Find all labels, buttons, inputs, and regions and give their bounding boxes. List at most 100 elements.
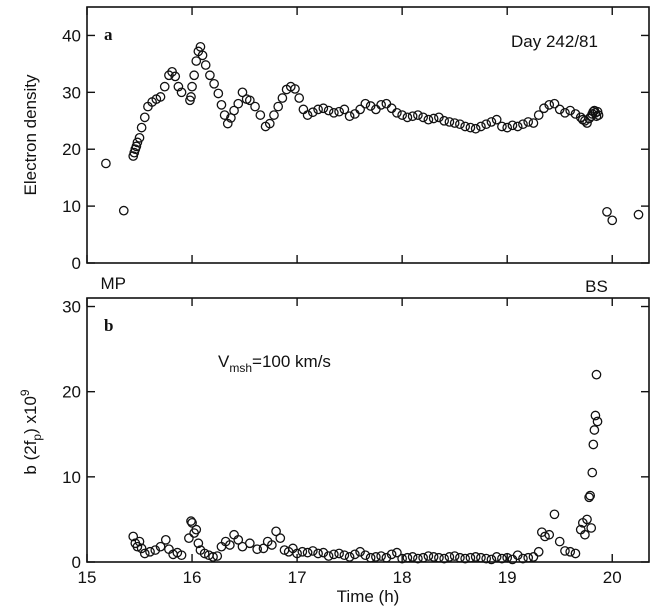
panel-a-data-point: [350, 109, 360, 119]
panel-b-data-point: [554, 536, 565, 547]
panel-a-data-point: [481, 119, 492, 130]
marker-bs-label: BS: [585, 277, 608, 296]
panel-a-data-point: [164, 70, 174, 81]
panel-a-data-point: [491, 114, 502, 125]
panel-b-data-point: [318, 547, 329, 558]
panel-a-data-point: [318, 103, 329, 114]
panel-a-data-point: [533, 110, 544, 120]
panel-b-data-point: [418, 552, 428, 563]
panel-a-data-point: [507, 120, 518, 131]
x-tick-label: 20: [603, 568, 622, 587]
panel-a-frame: [86, 6, 650, 264]
panel-b-data-point: [502, 552, 513, 563]
panel-b-data-point: [589, 425, 600, 435]
x-tick-label: 19: [498, 568, 517, 587]
panel-b-data-point: [444, 552, 455, 562]
panel-b-data-point: [128, 531, 139, 542]
panel-b-data-point: [132, 541, 143, 552]
panel-b-data-point: [360, 550, 371, 561]
panel-a-data-point: [512, 121, 523, 132]
panel-a-annotation: Day 242/81: [511, 32, 598, 51]
panel-b-data-point: [549, 509, 560, 520]
panel-b-data-point: [139, 548, 150, 559]
panel-b-data-point: [449, 551, 460, 561]
panel-a-data-point: [277, 93, 288, 103]
panel-a-data-point: [539, 103, 549, 114]
panel-b-y-tick-label: 10: [62, 468, 81, 487]
panel-b-data-point: [518, 553, 528, 564]
panel-a-points: [101, 41, 644, 226]
panel-a-data-point: [523, 117, 534, 127]
panel-a-data-point: [200, 60, 211, 70]
panel-a-data-point: [255, 110, 266, 120]
panel-a-data-point: [176, 87, 187, 98]
panel-a-data-point: [554, 104, 565, 115]
panel-a-data-point: [219, 110, 230, 120]
panel-a-data-point: [502, 122, 513, 133]
panel-b-data-point: [150, 545, 161, 555]
panel-b-data-point: [186, 516, 196, 526]
panel-a-data-point: [528, 118, 539, 128]
panel-a-data-point: [518, 119, 528, 130]
panel-b-y-tick-label: 20: [62, 383, 81, 402]
panel-a-data-point: [264, 118, 275, 129]
panel-b-frame: [86, 297, 650, 563]
panel-b-y-tick-label: 0: [72, 553, 81, 572]
panel-b-data-point: [339, 550, 350, 561]
panel-b-data-point: [486, 554, 497, 565]
panel-a-data-point: [591, 111, 602, 122]
panel-a-data-point: [570, 109, 581, 119]
panel-a-x-axis: [86, 7, 613, 263]
panel-b-annotation: Vmsh=100 km/s: [218, 352, 331, 375]
panel-b-data-point: [302, 547, 313, 558]
panel-a-data-point: [294, 93, 305, 103]
panel-b-data-point: [560, 546, 570, 556]
panel-a-data-point: [191, 56, 202, 66]
panel-a-data-point: [229, 105, 239, 116]
panel-a-y-label: Electron density: [21, 74, 40, 195]
panel-a-data-point: [470, 123, 481, 134]
panel-a-data-point: [250, 101, 260, 112]
panel-a-data-point: [465, 122, 476, 133]
panel-b-data-point: [199, 548, 210, 559]
panel-b-data-point: [187, 517, 197, 528]
panel-b-data-point: [376, 551, 386, 561]
panel-a-data-point: [560, 107, 570, 118]
panel-b-data-point: [258, 543, 269, 554]
panel-a-y-tick-label: 40: [62, 26, 81, 45]
panel-b-data-point: [528, 552, 539, 562]
panel-b-data-point: [540, 531, 550, 542]
panel-a-data-point: [397, 110, 407, 120]
panel-a-data-point: [159, 81, 170, 92]
panel-a-data-point: [386, 103, 397, 114]
panel-a-data-point: [186, 92, 196, 102]
panel-a-data-point: [131, 141, 142, 152]
panel-a-data-point: [582, 118, 592, 128]
panel-b-data-point: [491, 552, 502, 562]
panel-a-data-point: [205, 70, 215, 81]
panel-a-data-point: [298, 104, 309, 115]
panel-a-letter: a: [104, 25, 113, 44]
panel-b-data-point: [407, 552, 418, 562]
panel-a-data-point: [418, 112, 428, 123]
panel-b-data-point: [297, 546, 308, 557]
panel-b-data-point: [565, 546, 576, 557]
panel-a-data-point: [222, 118, 233, 129]
panel-a-data-point: [313, 104, 323, 115]
panel-b-data-point: [476, 552, 486, 563]
panel-b-data-point: [592, 416, 603, 427]
panel-a-data-point: [323, 105, 334, 116]
panel-a-data-point: [428, 113, 439, 124]
panel-b-data-point: [329, 549, 339, 560]
panel-b-data-point: [465, 552, 476, 563]
panel-a-data-point: [132, 137, 143, 148]
panel-b-data-point: [586, 523, 597, 533]
panel-a-data-point: [213, 88, 224, 99]
panel-b-points: [128, 369, 603, 565]
panel-a-data-point: [460, 121, 471, 132]
panel-a-data-point: [434, 112, 444, 123]
panel-a-data-point: [307, 107, 318, 118]
panel-a-data-point: [365, 101, 376, 111]
panel-b-b2fp: 0 10 20 30 15 16 17 18 19 20 b Vmsh=100 km/s b (…: [18, 297, 650, 606]
